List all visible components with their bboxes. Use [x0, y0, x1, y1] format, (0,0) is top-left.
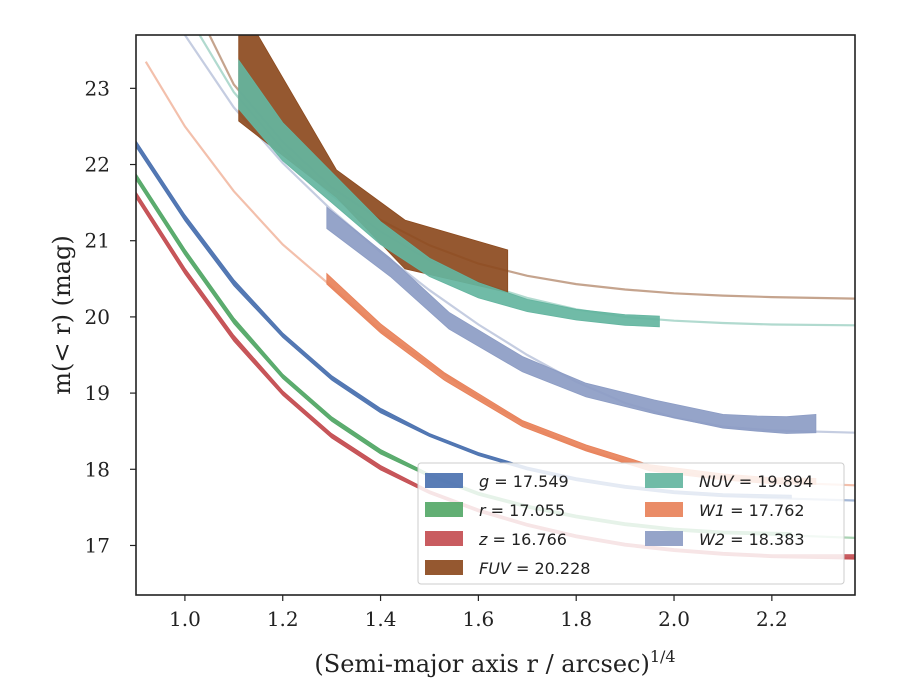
x-tick-label: 1.8 [560, 607, 592, 631]
x-axis-title-exponent: 1/4 [650, 647, 676, 666]
legend-label-name: g [479, 472, 489, 491]
legend-label-w1: W1 = 17.762 [699, 501, 805, 520]
y-tick-label: 21 [85, 229, 110, 253]
y-tick-label: 18 [85, 457, 110, 481]
legend-label-value: = 17.055 [486, 501, 566, 520]
legend-label-name: W2 [699, 530, 725, 549]
y-axis-title: m(< r) (mag) [48, 235, 76, 394]
legend-label-r: r = 17.055 [479, 501, 565, 520]
y-axis-ticks: 17 18 19 20 21 22 23 [85, 76, 136, 557]
x-axis-title: (Semi-major axis r / arcsec)1/4 [314, 647, 675, 678]
legend-label-value: = 18.383 [725, 530, 805, 549]
legend-label-name: NUV [699, 472, 735, 491]
data-band-z [136, 191, 855, 560]
legend-swatch-fuv [425, 560, 463, 575]
y-tick-label: 22 [85, 153, 110, 177]
legend-label-value: = 16.766 [487, 530, 567, 549]
x-tick-label: 1.0 [169, 607, 201, 631]
plot-frame [135, 34, 856, 596]
x-axis-title-text: (Semi-major axis r / arcsec) [314, 650, 649, 678]
legend-swatch-w1 [645, 502, 683, 517]
legend-label-name: z [478, 530, 488, 549]
x-tick-label: 1.2 [267, 607, 299, 631]
legend-label-g: g = 17.549 [479, 472, 569, 491]
y-tick-label: 20 [85, 305, 110, 329]
legend-swatch-g [425, 473, 463, 488]
x-tick-label: 1.4 [365, 607, 397, 631]
legend-label-value: = 20.228 [511, 559, 591, 578]
legend-swatch-z [425, 531, 463, 546]
data-band-w2 [326, 206, 817, 434]
x-tick-label: 1.6 [462, 607, 494, 631]
legend-swatch-w2 [645, 531, 683, 546]
legend-label-name: r [479, 501, 487, 520]
legend-label-name: W1 [699, 501, 725, 520]
x-axis-ticks: 1.0 1.2 1.4 1.6 1.8 2.0 2.2 [169, 595, 788, 631]
y-tick-label: 17 [85, 533, 110, 557]
legend-swatch-nuv [645, 473, 683, 488]
data-bands [136, 35, 855, 560]
legend-label-name: FUV [479, 559, 512, 578]
legend-label-value: = 17.762 [725, 501, 805, 520]
legend-label-fuv: FUV = 20.228 [479, 559, 590, 578]
legend-label-value: = 19.894 [734, 472, 814, 491]
legend-swatch-r [425, 502, 463, 517]
y-tick-label: 19 [85, 381, 110, 405]
legend-frame [417, 462, 845, 585]
data-band-nuv [238, 58, 660, 328]
legend-label-z: z = 16.766 [478, 530, 567, 549]
y-tick-label: 23 [85, 76, 110, 100]
legend-label-nuv: NUV = 19.894 [699, 472, 813, 491]
x-tick-label: 2.0 [658, 607, 690, 631]
legend-label-w2: W2 = 18.383 [699, 530, 805, 549]
legend-label-value: = 17.549 [489, 472, 569, 491]
x-tick-label: 2.2 [756, 607, 788, 631]
